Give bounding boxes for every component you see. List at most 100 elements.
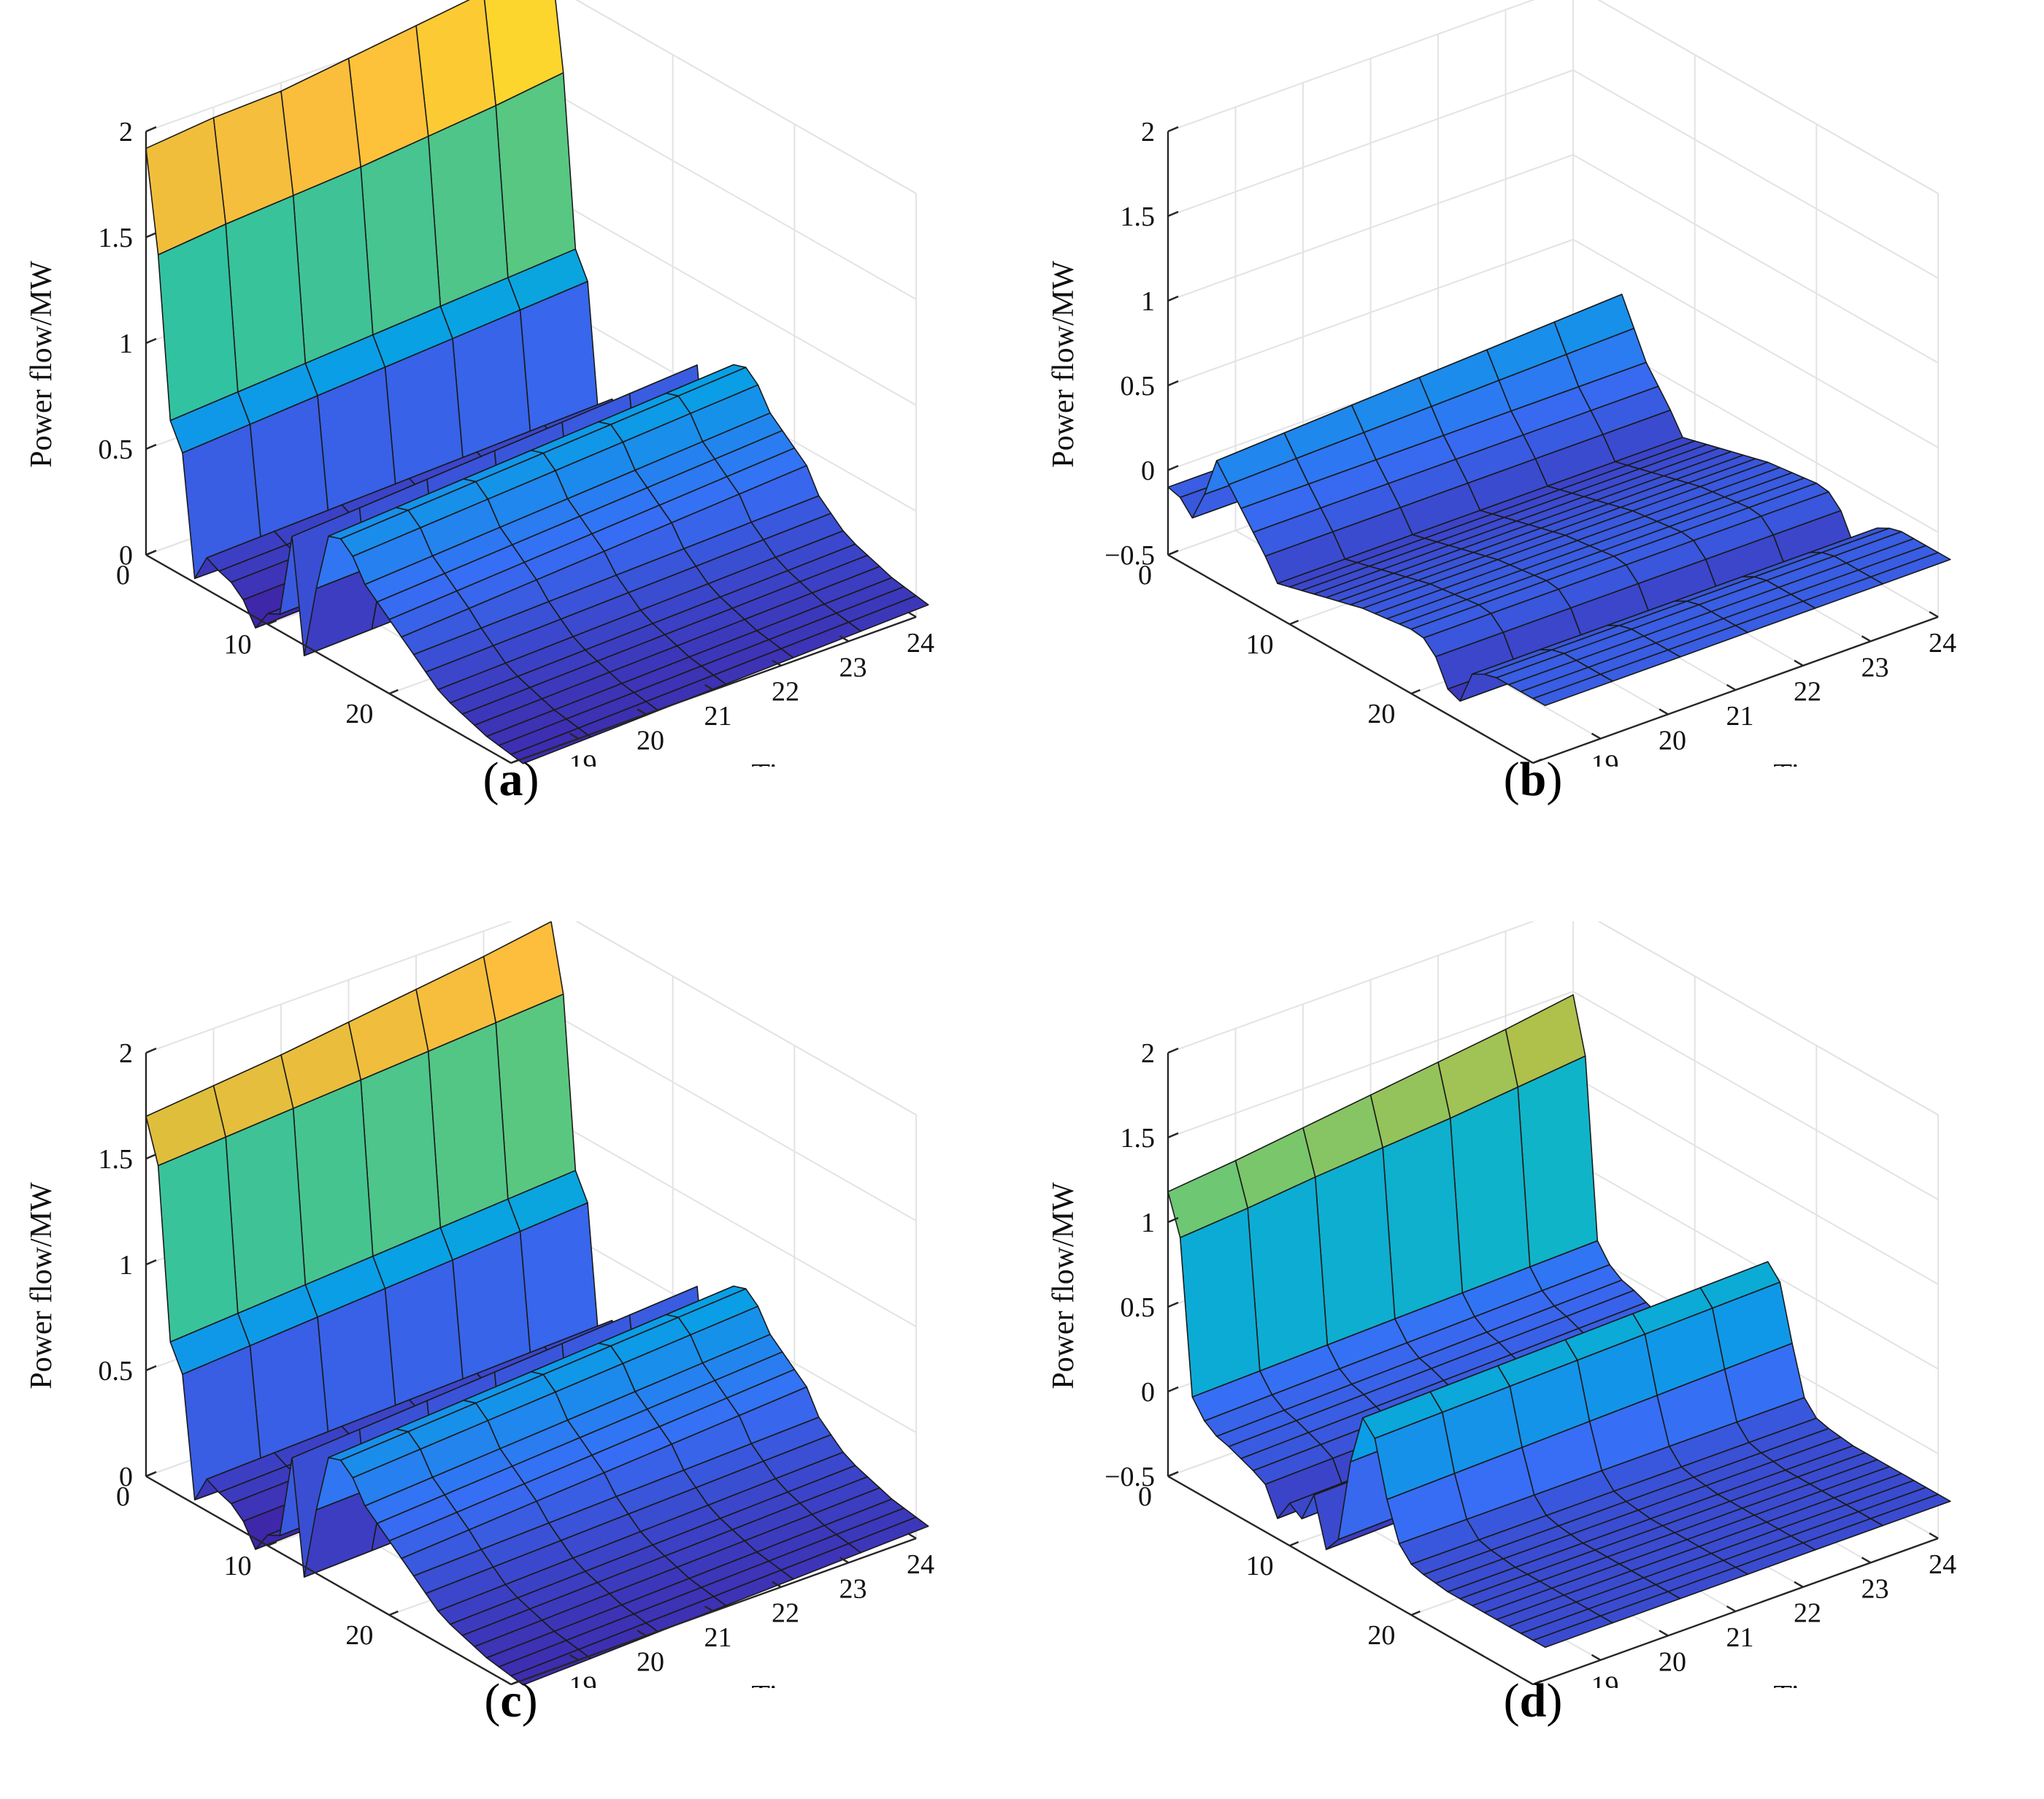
time-tick xyxy=(637,1630,647,1637)
surface xyxy=(145,921,929,1686)
time-tick xyxy=(569,1654,580,1661)
line-tick-label: 20 xyxy=(345,699,373,729)
line-tick-label: 20 xyxy=(1367,1620,1395,1651)
surface-patch xyxy=(495,72,577,279)
time-tick-label: 20 xyxy=(1659,725,1686,756)
axes: 00.511.52010203018192021222324Power flow… xyxy=(25,117,934,767)
time-tick-label: 20 xyxy=(637,1646,664,1677)
caption-d: (d) xyxy=(1503,1674,1563,1727)
line-tick-label: 0 xyxy=(1138,1481,1152,1512)
z-tick xyxy=(1167,1216,1179,1224)
surface-patch xyxy=(360,1051,442,1257)
time-tick xyxy=(1861,1557,1872,1564)
caption-a: (a) xyxy=(483,753,539,806)
line-tick-label: 10 xyxy=(224,629,252,660)
z-tick-label: −0.5 xyxy=(1104,540,1155,571)
time-tick xyxy=(637,708,647,716)
line-tick xyxy=(1289,619,1299,626)
z-tick-label: 0.5 xyxy=(99,1356,134,1386)
z-tick xyxy=(145,1153,157,1160)
time-tick-label: 19 xyxy=(1591,750,1619,767)
line-tick-label: 10 xyxy=(1246,1551,1274,1581)
line-tick xyxy=(1410,688,1421,695)
line-axis-label: Line xyxy=(250,1684,306,1688)
time-tick-label: 22 xyxy=(772,677,799,707)
line-tick xyxy=(388,1610,399,1616)
z-tick xyxy=(145,1259,157,1266)
time-tick xyxy=(704,1605,715,1613)
time-tick-label: 24 xyxy=(1929,1549,1956,1580)
chart-d: −0.500.511.52010203018192021222324Power … xyxy=(1047,921,1956,1688)
z-tick-label: 0.5 xyxy=(99,434,134,465)
time-axis-label: Time xyxy=(751,1680,815,1688)
line-axis xyxy=(1167,1475,1534,1686)
z-tick xyxy=(145,1047,157,1054)
time-tick-label: 24 xyxy=(907,1549,934,1580)
time-tick xyxy=(907,610,917,618)
axes: −0.500.511.52010203018192021222324Power … xyxy=(1047,117,1956,767)
panel-a: 00.511.52010203018192021222324Power flow… xyxy=(0,0,1022,878)
line-axis-label: Line xyxy=(1272,763,1328,767)
line-tick-label: 0 xyxy=(1138,560,1152,591)
time-tick-label: 21 xyxy=(1726,701,1754,732)
time-tick xyxy=(1591,732,1602,740)
time-tick xyxy=(1794,659,1804,667)
line-axis xyxy=(1167,553,1534,764)
z-tick xyxy=(1167,464,1179,472)
wall-edge xyxy=(575,921,917,1116)
surface-patch xyxy=(360,135,442,336)
panel-d: −0.500.511.52010203018192021222324Power … xyxy=(1022,921,2044,1799)
time-tick xyxy=(1524,1678,1534,1686)
surface-patch xyxy=(157,223,239,421)
z-tick xyxy=(1167,1301,1179,1308)
surface-patch xyxy=(495,993,577,1200)
z-tick-label: 0.5 xyxy=(1121,371,1156,402)
z-tick-label: 0.5 xyxy=(1121,1292,1156,1323)
line-tick xyxy=(1410,1610,1421,1616)
time-tick-label: 20 xyxy=(637,725,664,756)
surface-patch xyxy=(225,1108,307,1314)
time-tick-label: 24 xyxy=(907,628,934,659)
line-axis xyxy=(145,1475,512,1686)
time-tick xyxy=(839,1557,850,1564)
z-tick-label: −0.5 xyxy=(1104,1462,1155,1492)
time-tick-label: 20 xyxy=(1659,1646,1686,1677)
z-tick xyxy=(1167,210,1179,218)
z-axis-label: Power flow/MW xyxy=(25,1182,58,1389)
time-tick-label: 23 xyxy=(1862,1573,1889,1604)
line-tick xyxy=(1289,1541,1299,1547)
line-tick xyxy=(267,1541,277,1547)
time-tick-label: 19 xyxy=(569,1671,597,1688)
time-tick xyxy=(1726,683,1737,691)
time-axis-label: Time xyxy=(1773,759,1837,767)
line-tick xyxy=(1167,550,1177,556)
chart-a: 00.511.52010203018192021222324Power flow… xyxy=(25,0,934,767)
z-tick-label: 2 xyxy=(119,1038,133,1069)
time-tick-label: 19 xyxy=(1591,1671,1619,1688)
surface-patch xyxy=(1532,673,1614,707)
gridline-z xyxy=(1167,0,1939,194)
z-tick xyxy=(145,126,157,133)
surface-patch xyxy=(157,1136,239,1343)
surface-patch xyxy=(1449,1086,1531,1294)
surface-patch xyxy=(225,194,307,393)
time-tick xyxy=(839,635,850,642)
surface-patch xyxy=(1314,1147,1396,1346)
chart-c: 00.511.52010203018192021222324Power flow… xyxy=(25,921,934,1688)
time-tick-label: 23 xyxy=(840,652,867,683)
time-tick-label: 22 xyxy=(772,1598,799,1629)
time-tick-label: 19 xyxy=(569,750,597,767)
z-tick-label: 2 xyxy=(1141,117,1155,147)
time-tick xyxy=(502,1678,512,1686)
z-tick xyxy=(145,337,157,345)
line-tick-label: 10 xyxy=(1246,629,1274,660)
line-tick xyxy=(510,758,520,764)
caption-b: (b) xyxy=(1503,753,1563,806)
line-tick xyxy=(145,550,155,556)
z-axis-label: Power flow/MW xyxy=(1047,261,1080,468)
line-tick-label: 20 xyxy=(345,1620,373,1651)
time-tick xyxy=(907,1532,917,1540)
axes: −0.500.511.52010203018192021222324Power … xyxy=(1047,1038,1956,1688)
z-tick xyxy=(145,231,157,239)
z-tick-label: 1 xyxy=(119,1250,133,1281)
